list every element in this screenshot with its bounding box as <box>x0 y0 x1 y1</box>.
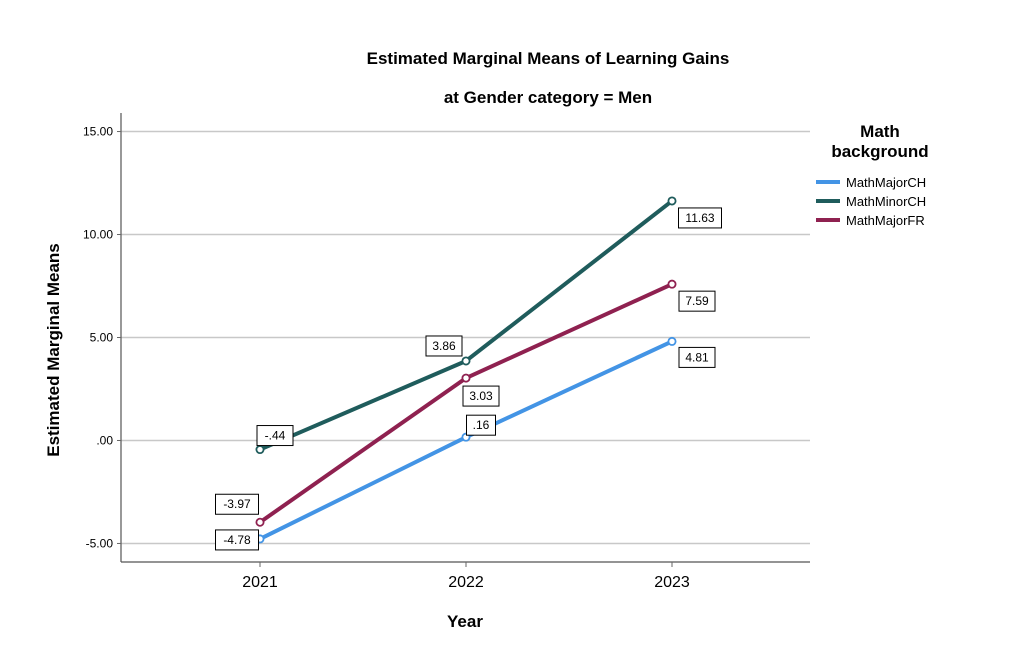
x-tick-label: 2022 <box>448 574 484 591</box>
data-label: -.44 <box>256 425 294 447</box>
data-point <box>667 336 677 346</box>
svg-text:7.59: 7.59 <box>685 294 709 308</box>
data-point <box>667 196 677 206</box>
data-label: 3.86 <box>425 335 463 357</box>
chart-title: Estimated Marginal Means of Learning Gai… <box>367 49 730 68</box>
svg-text:3.86: 3.86 <box>432 339 456 353</box>
y-tick-label: 5.00 <box>90 331 114 345</box>
data-labels: -4.78 .16 4.81 -.44 3.86 11.63 -3.97 3.03 7.59 <box>215 207 722 551</box>
x-tick-label: 2023 <box>654 574 690 591</box>
data-point <box>255 517 265 527</box>
legend-entry-label: MathMajorFR <box>846 213 925 228</box>
svg-text:-.44: -.44 <box>265 429 286 443</box>
legend-entry-label: MathMinorCH <box>846 194 926 209</box>
y-tick-label: -5.00 <box>86 536 114 550</box>
svg-text:-4.78: -4.78 <box>223 533 251 547</box>
series-line <box>258 198 674 452</box>
data-label: -4.78 <box>215 529 259 551</box>
svg-text:-3.97: -3.97 <box>223 497 251 511</box>
y-tick-label: 15.00 <box>83 125 113 139</box>
y-axis-title: Estimated Marginal Means <box>44 243 63 457</box>
legend-entry-label: MathMajorCH <box>846 175 926 190</box>
data-label: .16 <box>466 414 496 436</box>
data-label: 4.81 <box>678 346 716 368</box>
data-point <box>667 279 677 289</box>
data-label: 3.03 <box>462 385 500 407</box>
y-tick-label: 10.00 <box>83 228 113 242</box>
y-tick-label: .00 <box>96 433 113 447</box>
data-label: 11.63 <box>678 207 722 229</box>
svg-text:.16: .16 <box>473 418 490 432</box>
chart-subtitle: at Gender category = Men <box>444 88 652 107</box>
y-axis-ticks: 15.00 10.00 5.00 .00 -5.00 <box>83 125 121 550</box>
x-axis-ticks: 2021 2022 2023 <box>242 562 690 591</box>
data-label: -3.97 <box>215 493 259 515</box>
legend-title-line-1: Math <box>860 122 900 141</box>
x-tick-label: 2021 <box>242 574 278 591</box>
data-point <box>461 356 471 366</box>
svg-text:11.63: 11.63 <box>685 211 714 225</box>
svg-text:4.81: 4.81 <box>685 350 709 364</box>
data-point <box>255 445 265 455</box>
data-label: 7.59 <box>678 290 716 312</box>
x-axis-title: Year <box>447 612 483 631</box>
data-point <box>461 373 471 383</box>
legend: Math background MathMajorCH MathMinorCH Ma… <box>816 122 929 228</box>
legend-title-line-2: background <box>831 142 928 161</box>
series-lines <box>255 196 677 544</box>
svg-text:3.03: 3.03 <box>469 389 493 403</box>
gridlines <box>121 130 810 545</box>
